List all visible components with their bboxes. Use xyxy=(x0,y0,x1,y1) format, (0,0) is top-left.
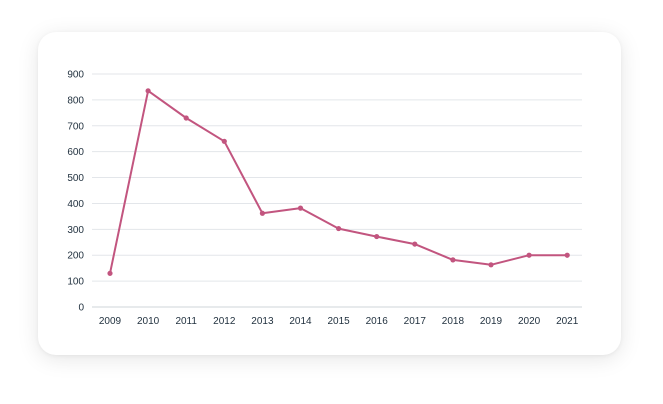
x-tick-label: 2010 xyxy=(137,316,160,327)
x-tick-label: 2012 xyxy=(213,316,236,327)
data-point xyxy=(488,262,494,268)
y-tick-label: 500 xyxy=(67,173,84,184)
data-point xyxy=(259,210,265,216)
data-point xyxy=(412,241,418,247)
y-tick-label: 300 xyxy=(67,225,84,236)
chart-card xyxy=(38,32,621,355)
x-tick-label: 2021 xyxy=(556,316,579,327)
data-point xyxy=(107,270,113,276)
data-point xyxy=(450,257,456,263)
x-tick-label: 2015 xyxy=(327,316,350,327)
x-tick-label: 2017 xyxy=(404,316,427,327)
x-tick-label: 2013 xyxy=(251,316,274,327)
x-tick-label: 2018 xyxy=(442,316,465,327)
x-tick-label: 2020 xyxy=(518,316,541,327)
x-tick-label: 2019 xyxy=(480,316,503,327)
data-point xyxy=(336,225,342,232)
x-tick-label: 2011 xyxy=(175,316,197,327)
y-tick-label: 0 xyxy=(78,303,84,314)
y-axis-ticks: 0 100 200 300 400 500 600 700 800 900 xyxy=(67,70,84,314)
x-tick-label: 2014 xyxy=(289,316,312,327)
y-tick-label: 900 xyxy=(67,70,84,81)
y-tick-label: 600 xyxy=(67,147,84,158)
data-point xyxy=(145,88,151,94)
series-layer xyxy=(109,89,569,275)
data-point xyxy=(374,233,380,240)
y-tick-label: 100 xyxy=(67,277,84,288)
x-axis-ticks: 2009 2010 2011 2012 2013 2014 2015 2016 2017 2018… xyxy=(99,316,579,327)
data-point xyxy=(297,205,304,211)
data-points xyxy=(107,88,570,276)
y-tick-label: 700 xyxy=(67,121,84,132)
series-line xyxy=(109,89,569,275)
x-tick-label: 2016 xyxy=(366,316,389,327)
y-tick-label: 800 xyxy=(67,95,84,106)
gridlines xyxy=(92,73,582,308)
data-point xyxy=(526,252,532,258)
y-tick-label: 400 xyxy=(67,199,84,210)
data-point xyxy=(564,252,570,258)
data-point xyxy=(221,138,227,144)
y-tick-label: 200 xyxy=(67,251,84,262)
data-point xyxy=(183,115,189,121)
x-tick-label: 2009 xyxy=(99,316,122,327)
